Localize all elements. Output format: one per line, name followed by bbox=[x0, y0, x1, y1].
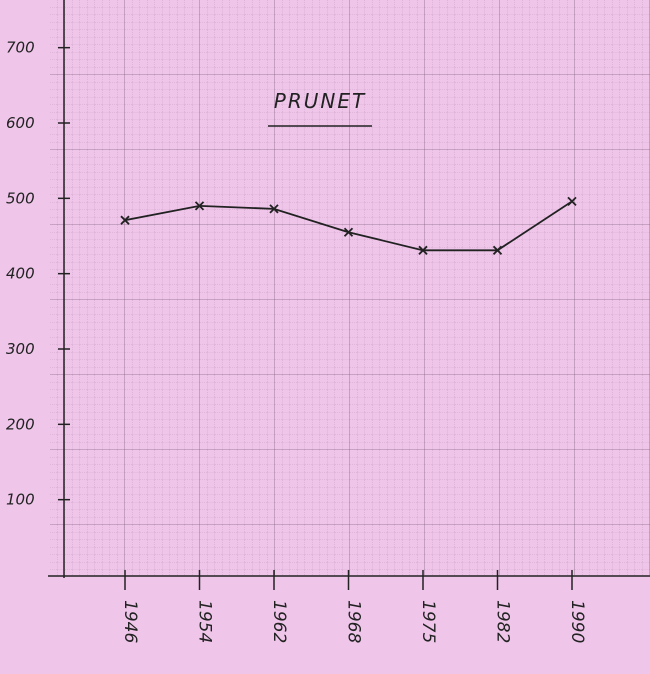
x-tick-label: 1968 bbox=[344, 600, 364, 643]
x-tick-label: 1982 bbox=[493, 600, 513, 643]
x-tick-label: 1990 bbox=[567, 600, 587, 643]
y-tick-label: 500 bbox=[6, 189, 35, 207]
y-tick-label: 400 bbox=[6, 265, 35, 283]
graph-paper bbox=[50, 0, 650, 575]
x-tick-label: 1946 bbox=[120, 600, 140, 643]
x-tick-label: 1975 bbox=[418, 600, 438, 643]
chart: PRUNET 100 200 300 400 500 600 700 1946 1954 1962… bbox=[0, 0, 650, 674]
y-tick-label: 600 bbox=[6, 114, 35, 132]
chart-title: PRUNET bbox=[274, 89, 366, 113]
x-tick-label: 1954 bbox=[195, 600, 215, 643]
y-tick-label: 100 bbox=[6, 491, 35, 509]
y-tick-label: 200 bbox=[6, 415, 35, 433]
y-tick-label: 300 bbox=[6, 340, 35, 358]
x-tick-label: 1962 bbox=[269, 600, 289, 643]
y-tick-label: 700 bbox=[6, 39, 35, 57]
